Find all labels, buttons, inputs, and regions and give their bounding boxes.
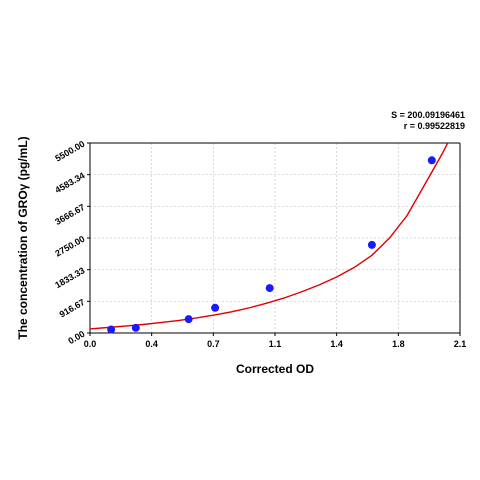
data-point bbox=[131, 323, 140, 332]
y-tick-labels: 0.00916.671833.332750.003666.674583.3455… bbox=[53, 139, 90, 346]
series bbox=[90, 143, 449, 334]
x-tick-label: 2.1 bbox=[454, 339, 467, 349]
y-tick-label: 1833.33 bbox=[53, 265, 86, 290]
s-statistic: S = 200.09196461 bbox=[391, 110, 465, 120]
r-statistic: r = 0.99522819 bbox=[404, 121, 465, 131]
x-tick-label: 1.8 bbox=[392, 339, 405, 349]
x-tick-label: 0.0 bbox=[84, 339, 97, 349]
x-tick-labels: 0.0 0.4 0.7 1.1 1.4 1.8 2.1 bbox=[84, 333, 467, 349]
x-tick-label: 0.4 bbox=[145, 339, 158, 349]
data-point bbox=[211, 303, 220, 312]
y-tick-label: 2750.00 bbox=[53, 234, 86, 259]
data-point bbox=[265, 284, 274, 293]
y-tick-label: 3666.67 bbox=[53, 202, 86, 227]
x-axis-title: Corrected OD bbox=[236, 362, 314, 376]
data-point bbox=[184, 315, 193, 324]
data-point bbox=[107, 325, 116, 334]
data-point bbox=[427, 156, 436, 165]
y-tick-label: 5500.00 bbox=[53, 139, 86, 164]
y-axis-title: The concentration of GROγ (pg/mL) bbox=[16, 136, 30, 339]
data-point bbox=[367, 240, 376, 249]
x-tick-label: 0.7 bbox=[207, 339, 220, 349]
y-tick-label: 916.67 bbox=[58, 297, 87, 319]
fit-curve bbox=[90, 143, 449, 330]
grid bbox=[90, 143, 460, 333]
x-tick-label: 1.4 bbox=[330, 339, 343, 349]
y-tick-label: 4583.34 bbox=[53, 170, 86, 195]
x-tick-label: 1.1 bbox=[269, 339, 282, 349]
